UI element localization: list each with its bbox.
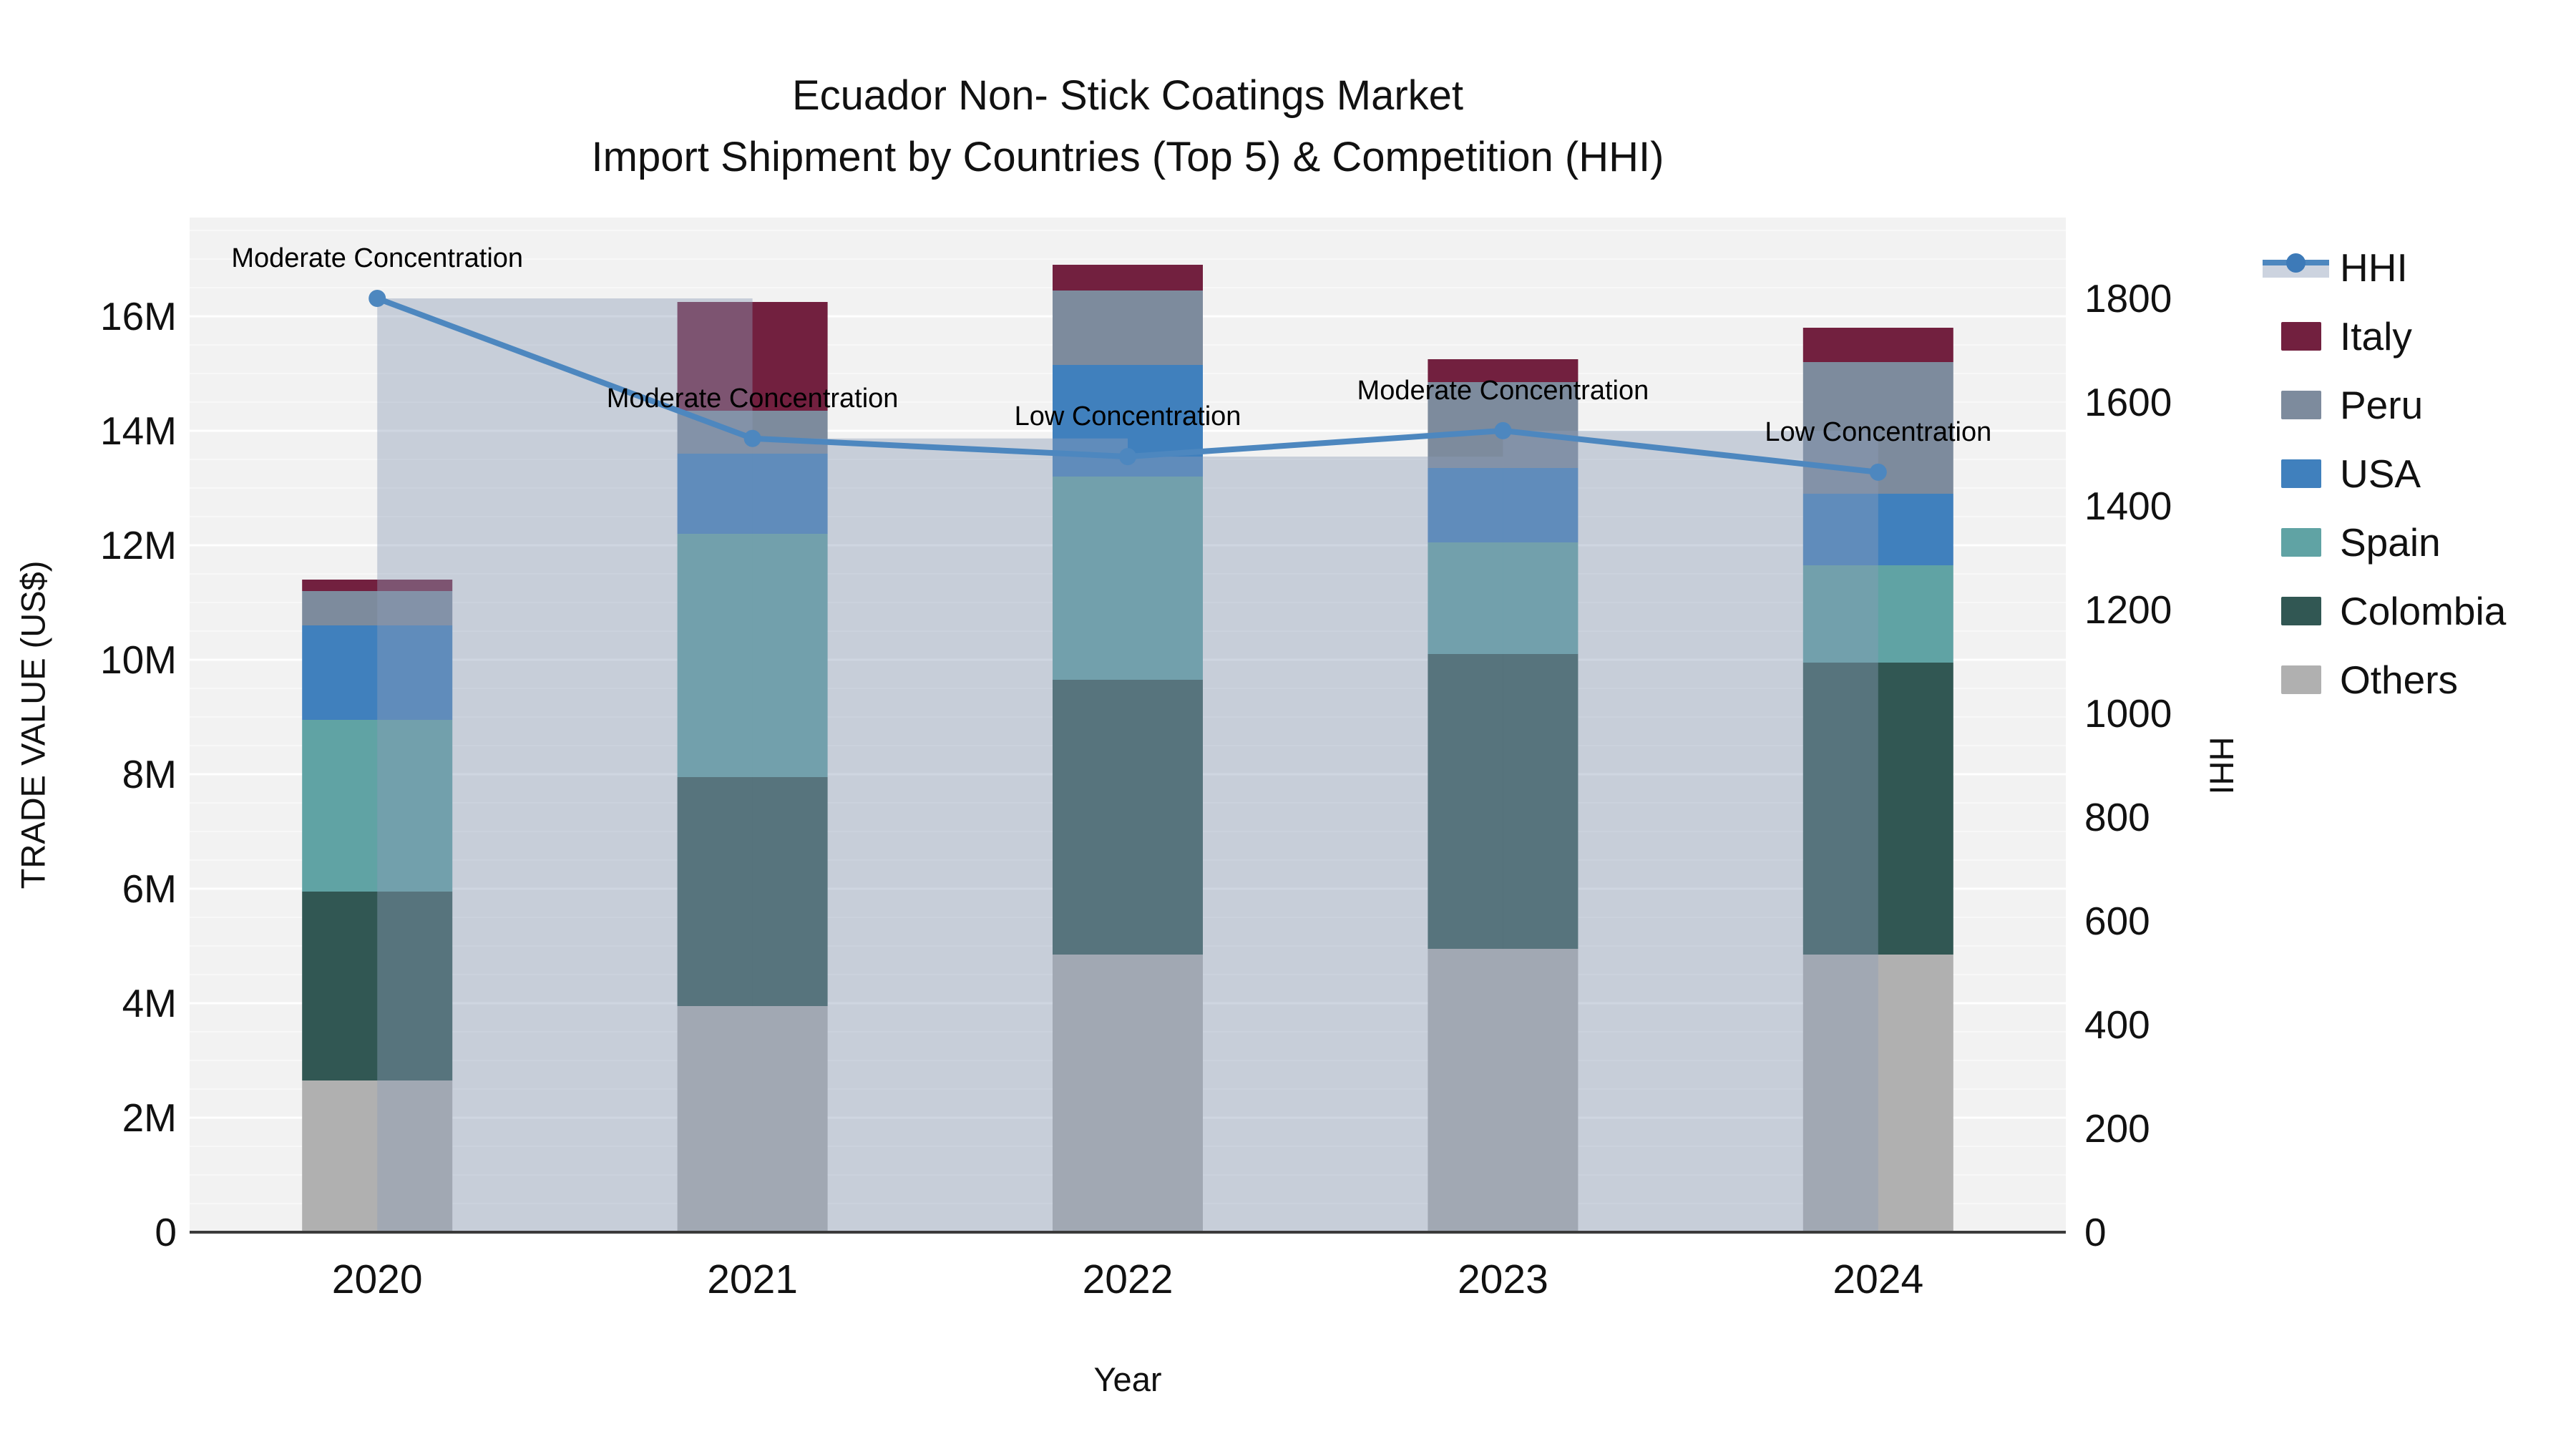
left-tick-label: 0 — [155, 1210, 177, 1254]
legend-swatch-peru — [2281, 391, 2321, 419]
x-tick-label-2023: 2023 — [1458, 1257, 1548, 1302]
legend-label-italy: Italy — [2340, 314, 2412, 358]
legend-item-peru: Peru — [2263, 371, 2506, 439]
legend-label-peru: Peru — [2340, 383, 2424, 427]
bar-segment-others-2023 — [1428, 949, 1579, 1232]
bar-segment-colombia-2023 — [1428, 654, 1579, 949]
left-tick-label: 12M — [100, 523, 177, 567]
legend: HHI Italy Peru USA Spain Colombia Others — [2263, 233, 2506, 714]
legend-swatch-spain — [2281, 528, 2321, 557]
hhi-marker-2023 — [1494, 421, 1512, 439]
x-tick-label-2021: 2021 — [707, 1257, 798, 1302]
bar-segment-italy-2022 — [1053, 265, 1203, 291]
legend-swatch-others — [2281, 665, 2321, 694]
right-tick-label: 600 — [2084, 899, 2150, 943]
right-tick-label: 0 — [2084, 1210, 2107, 1254]
legend-item-spain: Spain — [2263, 508, 2506, 577]
bar-segment-italy-2021 — [677, 302, 828, 411]
legend-swatch-colombia — [2281, 597, 2321, 625]
right-tick-label: 1200 — [2084, 587, 2172, 632]
bar-segment-colombia-2020 — [302, 892, 453, 1080]
legend-label-usa: USA — [2340, 452, 2421, 496]
bar-segment-spain-2024 — [1802, 565, 1953, 663]
hhi-marker-2024 — [1869, 463, 1887, 481]
legend-item-usa: USA — [2263, 439, 2506, 508]
legend-hhi-marker-icon — [2286, 253, 2306, 273]
bar-segment-spain-2021 — [677, 534, 828, 777]
legend-label-hhi: HHI — [2340, 245, 2408, 290]
legend-swatch-usa — [2281, 459, 2321, 488]
bar-segment-spain-2023 — [1428, 542, 1579, 654]
right-tick-label: 800 — [2084, 795, 2150, 839]
right-tick-label: 200 — [2084, 1106, 2150, 1151]
bar-segment-others-2020 — [302, 1080, 453, 1232]
annotation-2021: Moderate Concentration — [607, 384, 899, 414]
bar-segment-usa-2021 — [677, 454, 828, 534]
right-tick-label: 1000 — [2084, 691, 2172, 736]
right-tick-label: 1400 — [2084, 484, 2172, 528]
right-tick-label: 400 — [2084, 1002, 2150, 1047]
annotation-2020: Moderate Concentration — [231, 243, 523, 273]
legend-label-others: Others — [2340, 658, 2459, 702]
left-tick-label: 2M — [122, 1096, 177, 1140]
left-tick-label: 14M — [100, 409, 177, 453]
legend-item-colombia: Colombia — [2263, 577, 2506, 645]
annotation-2024: Low Concentration — [1765, 417, 1991, 447]
legend-item-others: Others — [2263, 645, 2506, 714]
right-tick-label: 1800 — [2084, 276, 2172, 321]
hhi-band-2022 — [1128, 457, 1503, 1232]
legend-hhi-line-icon — [2263, 253, 2329, 282]
bar-segment-usa-2023 — [1428, 468, 1579, 542]
bar-segment-spain-2022 — [1053, 477, 1203, 680]
bar-segment-italy-2020 — [302, 580, 453, 591]
left-tick-label: 6M — [122, 867, 177, 911]
legend-swatch-italy — [2281, 322, 2321, 351]
x-tick-label-2024: 2024 — [1833, 1257, 1923, 1302]
bar-segment-colombia-2021 — [677, 777, 828, 1006]
hhi-band-2023 — [1503, 430, 1878, 1232]
annotation-2022: Low Concentration — [1015, 401, 1241, 431]
bar-segment-italy-2023 — [1428, 359, 1579, 382]
bar-segment-others-2024 — [1802, 955, 1953, 1232]
bar-segment-italy-2024 — [1802, 328, 1953, 362]
bar-segment-spain-2020 — [302, 720, 453, 892]
right-tick-label: 1600 — [2084, 380, 2172, 424]
left-tick-label: 10M — [100, 638, 177, 682]
x-tick-label-2020: 2020 — [332, 1257, 423, 1302]
x-axis-title: Year — [1093, 1360, 1162, 1398]
hhi-marker-2020 — [369, 290, 386, 307]
hhi-marker-2021 — [743, 429, 761, 447]
chart-title-line1: Ecuador Non- Stick Coatings Market — [791, 72, 1464, 119]
bar-segment-peru-2020 — [302, 591, 453, 625]
legend-item-hhi: HHI — [2263, 233, 2506, 302]
legend-item-italy: Italy — [2263, 302, 2506, 371]
left-tick-label: 16M — [100, 294, 177, 338]
annotation-2023: Moderate Concentration — [1357, 376, 1649, 406]
chart-title-line2: Import Shipment by Countries (Top 5) & C… — [591, 134, 1664, 180]
left-tick-label: 8M — [122, 752, 177, 796]
bar-segment-colombia-2022 — [1053, 680, 1203, 955]
hhi-band-2020 — [377, 298, 753, 1232]
bar-segment-usa-2024 — [1802, 494, 1953, 565]
bar-segment-colombia-2024 — [1802, 663, 1953, 955]
bar-segment-others-2021 — [677, 1006, 828, 1232]
bar-segment-peru-2022 — [1053, 291, 1203, 365]
left-tick-label: 4M — [122, 981, 177, 1025]
hhi-band-2021 — [752, 438, 1128, 1232]
x-tick-label-2022: 2022 — [1083, 1257, 1174, 1302]
bar-segment-others-2022 — [1053, 955, 1203, 1232]
bar-segment-usa-2020 — [302, 625, 453, 720]
legend-label-spain: Spain — [2340, 520, 2441, 565]
hhi-marker-2022 — [1119, 448, 1136, 466]
legend-label-colombia: Colombia — [2340, 589, 2507, 633]
